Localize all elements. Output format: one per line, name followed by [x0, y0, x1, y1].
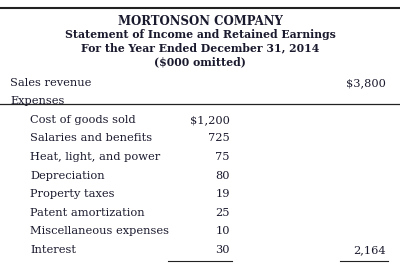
Text: 25: 25: [216, 208, 230, 218]
Text: Sales revenue: Sales revenue: [10, 78, 91, 88]
Text: 10: 10: [216, 226, 230, 236]
Text: 80: 80: [216, 171, 230, 181]
Text: Heat, light, and power: Heat, light, and power: [30, 152, 160, 162]
Text: Depreciation: Depreciation: [30, 171, 105, 181]
Text: Salaries and benefits: Salaries and benefits: [30, 133, 152, 144]
Text: For the Year Ended December 31, 2014: For the Year Ended December 31, 2014: [81, 42, 319, 53]
Text: 75: 75: [216, 152, 230, 162]
Text: Statement of Income and Retained Earnings: Statement of Income and Retained Earning…: [64, 29, 336, 40]
Text: $1,200: $1,200: [190, 115, 230, 125]
Text: MORTONSON COMPANY: MORTONSON COMPANY: [118, 15, 282, 28]
Text: 19: 19: [216, 189, 230, 199]
Text: Miscellaneous expenses: Miscellaneous expenses: [30, 226, 169, 236]
Text: Expenses: Expenses: [10, 96, 64, 106]
Text: 2,164: 2,164: [353, 245, 386, 255]
Text: 30: 30: [216, 245, 230, 255]
Text: Patent amortization: Patent amortization: [30, 208, 145, 218]
Text: Property taxes: Property taxes: [30, 189, 114, 199]
Text: Cost of goods sold: Cost of goods sold: [30, 115, 136, 125]
Text: 725: 725: [208, 133, 230, 144]
Text: ($000 omitted): ($000 omitted): [154, 57, 246, 67]
Text: $3,800: $3,800: [346, 78, 386, 88]
Text: Interest: Interest: [30, 245, 76, 255]
